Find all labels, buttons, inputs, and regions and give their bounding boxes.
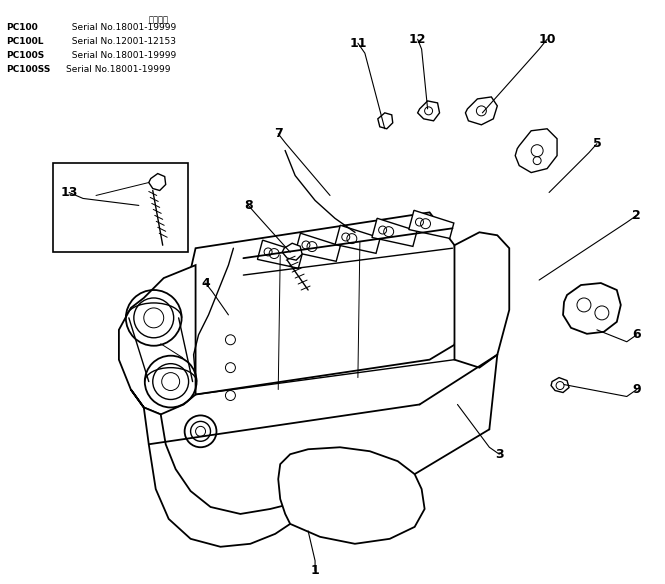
Polygon shape: [563, 283, 621, 334]
Text: 9: 9: [632, 383, 641, 396]
Bar: [53, 162, 188, 252]
Polygon shape: [282, 243, 302, 260]
Polygon shape: [257, 240, 303, 268]
Text: 2: 2: [632, 209, 641, 222]
Text: 12: 12: [409, 33, 426, 46]
Polygon shape: [119, 265, 196, 415]
Polygon shape: [335, 225, 380, 253]
Text: 3: 3: [495, 448, 503, 461]
Polygon shape: [372, 218, 417, 246]
Polygon shape: [418, 101, 440, 121]
Polygon shape: [378, 113, 393, 129]
Text: 6: 6: [632, 328, 641, 341]
Text: 5: 5: [593, 137, 601, 150]
Text: Serial No.12001-12153: Serial No.12001-12153: [66, 37, 176, 46]
Text: 8: 8: [244, 199, 253, 212]
Text: 1: 1: [311, 564, 319, 577]
Polygon shape: [131, 390, 290, 547]
Text: Serial No.18001-19999: Serial No.18001-19999: [66, 65, 171, 74]
Polygon shape: [184, 213, 460, 395]
Text: 11: 11: [349, 37, 366, 50]
Text: PC100S: PC100S: [7, 51, 45, 60]
Text: PC100SS: PC100SS: [7, 65, 51, 74]
Text: 7: 7: [274, 127, 283, 140]
Text: 適用号機: 適用号機: [149, 15, 169, 25]
Text: 13: 13: [61, 186, 78, 199]
Polygon shape: [149, 173, 166, 190]
Text: Serial No.18001-19999: Serial No.18001-19999: [66, 23, 176, 32]
Polygon shape: [278, 447, 425, 544]
Polygon shape: [465, 97, 497, 125]
Text: PC100: PC100: [7, 23, 38, 32]
Polygon shape: [515, 129, 557, 172]
Polygon shape: [409, 210, 454, 238]
Text: 4: 4: [201, 277, 210, 290]
Text: PC100L: PC100L: [7, 37, 44, 46]
Polygon shape: [454, 232, 509, 368]
Text: Serial No.18001-19999: Serial No.18001-19999: [66, 51, 176, 60]
Polygon shape: [295, 233, 340, 261]
Text: 10: 10: [539, 33, 556, 46]
Polygon shape: [551, 378, 569, 392]
